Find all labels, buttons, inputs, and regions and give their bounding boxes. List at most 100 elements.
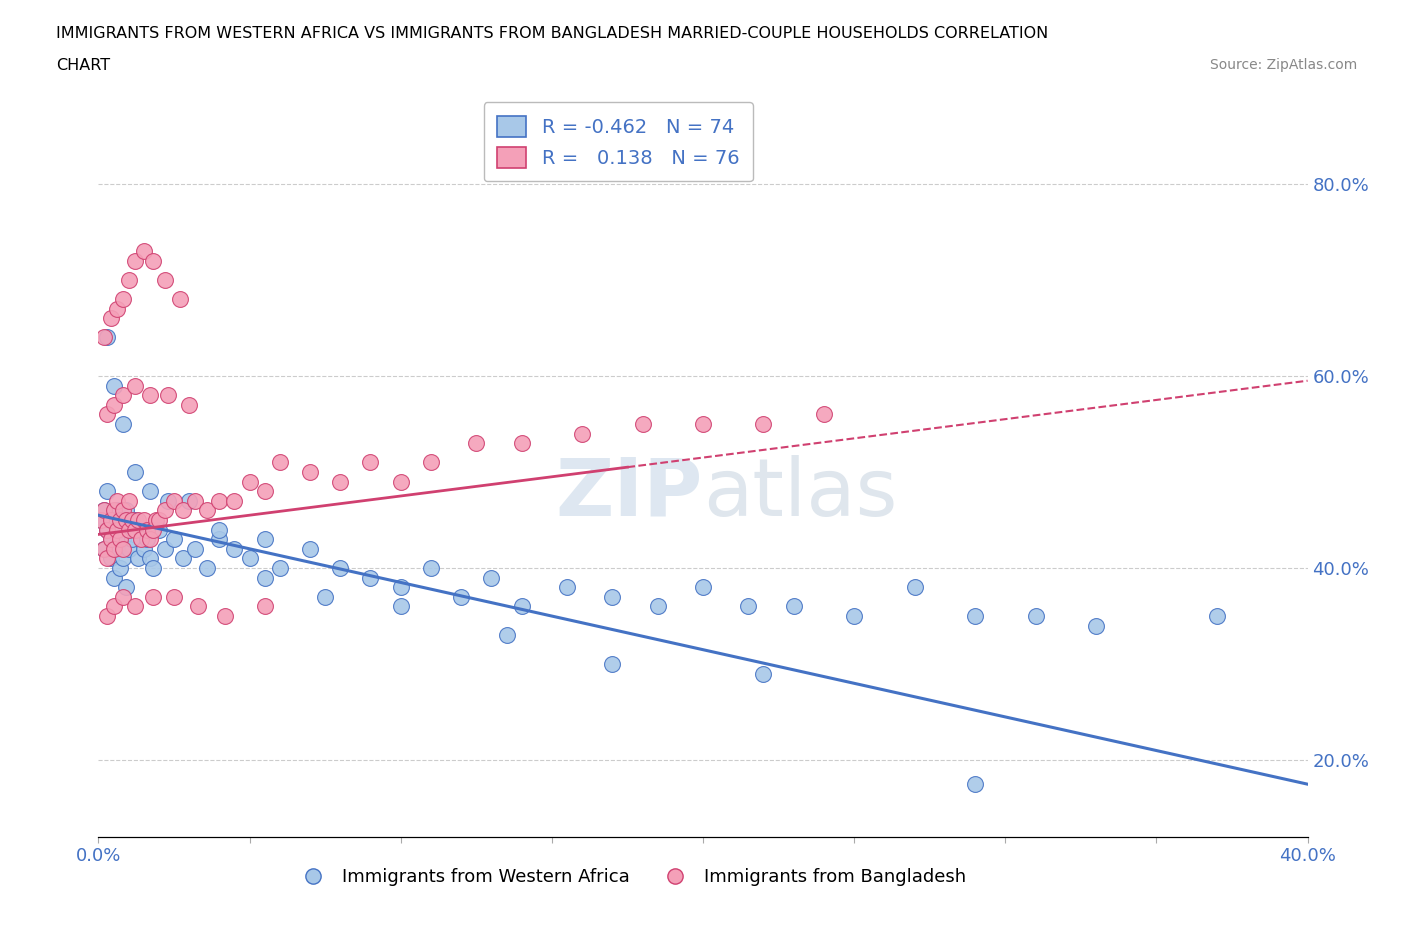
Point (510, 599, 533, 614)
Point (93, 503, 115, 518)
Point (96, 407, 118, 422)
Point (93, 541, 115, 556)
Point (108, 512, 131, 527)
Text: Source: ZipAtlas.com: Source: ZipAtlas.com (1209, 58, 1357, 72)
Point (121, 512, 143, 527)
Point (96, 330, 118, 345)
Point (208, 532, 231, 547)
Point (153, 503, 176, 518)
Point (135, 522, 157, 537)
Point (105, 503, 128, 518)
Point (172, 503, 194, 518)
Point (253, 599, 276, 614)
Point (844, 608, 866, 623)
Point (253, 532, 276, 547)
Point (214, 608, 236, 623)
Point (647, 599, 669, 614)
Point (96, 522, 118, 537)
Point (139, 388, 162, 403)
Point (108, 532, 131, 547)
Point (253, 484, 276, 498)
Point (111, 417, 134, 432)
Point (420, 455, 443, 470)
Point (127, 551, 149, 565)
Point (904, 579, 927, 594)
Point (124, 599, 146, 614)
Point (783, 599, 806, 614)
Point (114, 579, 136, 594)
Point (100, 512, 122, 527)
Point (111, 503, 134, 518)
Point (163, 590, 186, 604)
Point (103, 570, 125, 585)
Point (692, 579, 714, 594)
Point (299, 465, 322, 480)
Point (96, 551, 118, 565)
Point (114, 503, 136, 518)
Point (118, 493, 141, 508)
Point (1024, 608, 1046, 623)
Point (100, 311, 122, 325)
Point (111, 551, 134, 565)
Point (299, 541, 322, 556)
Point (389, 579, 412, 594)
Point (103, 599, 125, 614)
Point (269, 561, 291, 576)
Point (124, 253, 146, 268)
Point (129, 532, 152, 547)
Point (179, 493, 201, 508)
Point (132, 244, 155, 259)
Point (93, 330, 115, 345)
Point (195, 503, 218, 518)
Point (1206, 608, 1229, 623)
Point (129, 522, 152, 537)
Point (142, 590, 165, 604)
Point (124, 512, 146, 527)
Point (118, 272, 141, 287)
Point (481, 570, 503, 585)
Point (631, 417, 654, 432)
Point (127, 512, 149, 527)
Point (813, 407, 835, 422)
Point (124, 465, 146, 480)
Point (239, 474, 262, 489)
Text: CHART: CHART (56, 58, 110, 73)
Point (465, 436, 488, 451)
Point (103, 503, 125, 518)
Text: atlas: atlas (703, 455, 897, 533)
Legend: Immigrants from Western Africa, Immigrants from Bangladesh: Immigrants from Western Africa, Immigran… (288, 861, 973, 894)
Point (108, 522, 131, 537)
Point (132, 512, 155, 527)
Point (208, 522, 231, 537)
Point (555, 579, 578, 594)
Point (105, 301, 128, 316)
Point (148, 522, 170, 537)
Point (208, 493, 231, 508)
Point (103, 379, 125, 393)
Point (239, 551, 262, 565)
Point (965, 608, 987, 623)
Point (111, 532, 134, 547)
Point (139, 551, 162, 565)
Point (187, 599, 209, 614)
Point (114, 512, 136, 527)
Point (184, 541, 207, 556)
Point (100, 532, 122, 547)
Point (153, 272, 176, 287)
Point (111, 388, 134, 403)
Point (105, 522, 128, 537)
Point (142, 253, 165, 268)
Point (169, 292, 191, 307)
Text: ZIP: ZIP (555, 455, 703, 533)
Point (124, 379, 146, 393)
Point (495, 628, 517, 643)
Point (360, 570, 382, 585)
Point (163, 493, 186, 508)
Point (103, 512, 125, 527)
Point (269, 455, 291, 470)
Point (93, 541, 115, 556)
Point (329, 561, 352, 576)
Point (389, 474, 412, 489)
Point (118, 522, 141, 537)
Point (314, 590, 336, 604)
